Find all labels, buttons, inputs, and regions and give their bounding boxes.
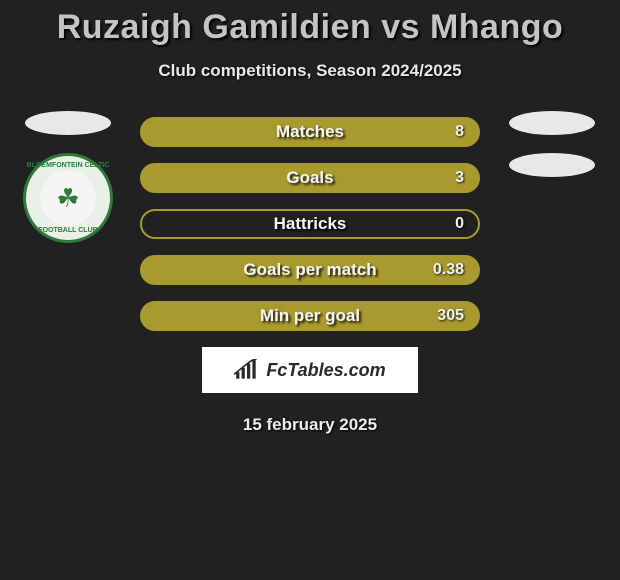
club-badge-top-text: BLOEMFONTEIN CELTIC [27, 162, 110, 169]
stat-bar-value: 3 [455, 169, 464, 187]
date-text: 15 february 2025 [0, 415, 620, 435]
stat-bar: Hattricks 0 [140, 209, 480, 239]
stat-bar-label: Min per goal [260, 306, 360, 326]
player-photo-placeholder [25, 111, 111, 135]
stats-bars: Matches 8 Goals 3 Hattricks 0 Goals per match 0… [140, 117, 480, 331]
player-photo-placeholder [509, 111, 595, 135]
club-badge-left: BLOEMFONTEIN CELTIC ☘ FOOTBALL CLUB [23, 153, 113, 243]
left-player-column: BLOEMFONTEIN CELTIC ☘ FOOTBALL CLUB [18, 111, 118, 243]
stat-bar-label: Goals per match [243, 260, 376, 280]
stat-bar-value: 305 [437, 307, 464, 325]
branding-text: FcTables.com [266, 360, 385, 381]
club-badge-placeholder [509, 153, 595, 177]
stat-bar-value: 0.38 [433, 261, 464, 279]
stat-bar: Min per goal 305 [140, 301, 480, 331]
right-player-column [502, 111, 602, 195]
club-badge-inner-icon: ☘ [40, 170, 96, 226]
stat-bar-label: Goals [286, 168, 333, 188]
stat-bar-value: 0 [455, 215, 464, 233]
comparison-area: BLOEMFONTEIN CELTIC ☘ FOOTBALL CLUB Matc… [0, 117, 620, 331]
stat-bar: Goals 3 [140, 163, 480, 193]
subtitle: Club competitions, Season 2024/2025 [0, 61, 620, 81]
stat-bar-label: Hattricks [274, 214, 347, 234]
stat-bar: Goals per match 0.38 [140, 255, 480, 285]
stat-bar-label: Matches [276, 122, 344, 142]
page-title: Ruzaigh Gamildien vs Mhango [0, 0, 620, 47]
stat-bar: Matches 8 [140, 117, 480, 147]
stat-bar-value: 8 [455, 123, 464, 141]
bar-chart-icon [234, 359, 260, 381]
branding-badge: FcTables.com [202, 347, 418, 393]
club-badge-bottom-text: FOOTBALL CLUB [38, 227, 97, 234]
